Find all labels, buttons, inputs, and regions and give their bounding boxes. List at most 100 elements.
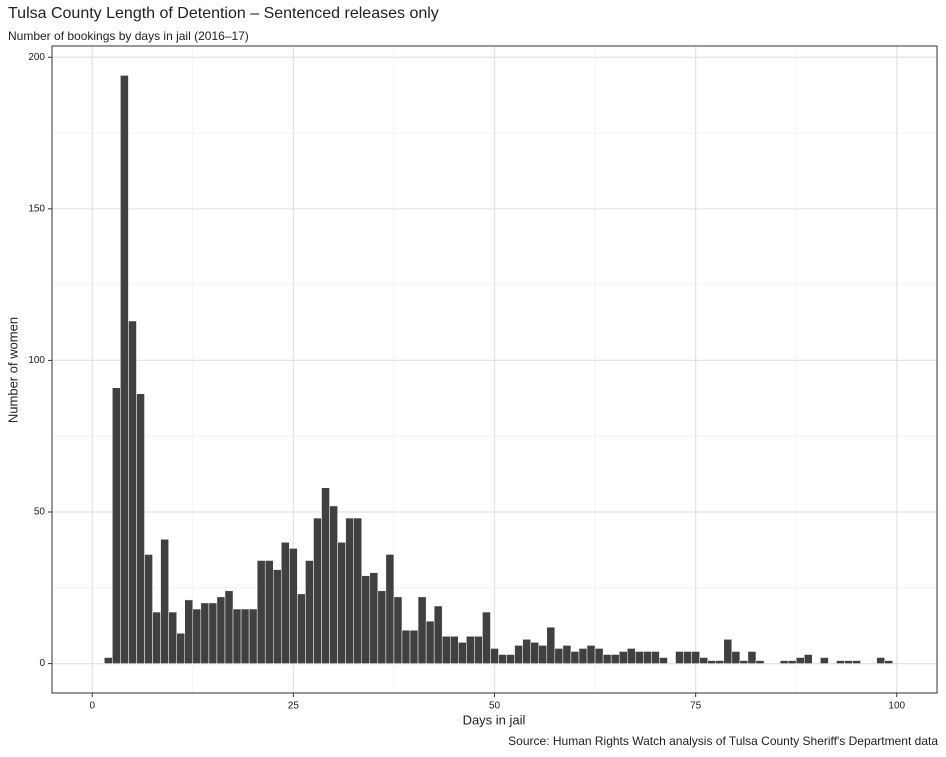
bar xyxy=(273,569,282,664)
y-tick-label: 50 xyxy=(34,507,46,518)
bar xyxy=(256,560,266,664)
x-tick-label: 25 xyxy=(288,701,300,712)
bar xyxy=(224,590,234,664)
bar xyxy=(345,517,354,664)
chart-subtitle: Number of bookings by days in jail (2016… xyxy=(8,29,249,43)
y-axis-label: Number of women xyxy=(5,317,20,423)
bar xyxy=(755,660,765,664)
bar xyxy=(498,654,507,664)
bar xyxy=(586,645,596,664)
x-tick-label: 50 xyxy=(489,701,501,712)
bar xyxy=(627,648,636,664)
bar xyxy=(707,660,716,664)
bar xyxy=(128,320,137,664)
bar xyxy=(490,648,499,664)
bar xyxy=(441,636,451,664)
bar xyxy=(353,517,363,664)
bar xyxy=(474,636,483,664)
bar xyxy=(425,620,435,664)
bar xyxy=(844,660,853,664)
bar xyxy=(779,660,789,664)
bar xyxy=(208,602,218,664)
chart-title: Tulsa County Length of Detention – Sente… xyxy=(8,5,439,22)
bar xyxy=(675,651,684,664)
bar xyxy=(506,654,515,664)
bar xyxy=(450,636,459,664)
bar xyxy=(715,660,725,664)
bar xyxy=(176,633,185,664)
bar xyxy=(522,639,531,664)
bar xyxy=(377,590,387,664)
x-tick-label: 0 xyxy=(89,701,95,712)
bar xyxy=(281,542,290,664)
bar xyxy=(305,560,314,664)
y-tick-label: 100 xyxy=(28,355,45,366)
bar xyxy=(554,648,564,664)
bar xyxy=(739,660,749,664)
bar xyxy=(297,593,306,664)
bar xyxy=(466,636,475,664)
bar xyxy=(795,657,805,664)
bar xyxy=(232,608,242,664)
bar xyxy=(635,651,644,664)
bar xyxy=(385,554,395,664)
bar xyxy=(820,657,829,664)
bar xyxy=(200,602,210,664)
bar xyxy=(651,651,660,664)
bar xyxy=(337,542,346,664)
bar xyxy=(602,654,612,664)
bar xyxy=(876,657,885,664)
bar xyxy=(168,611,177,664)
bar xyxy=(546,626,556,664)
bar xyxy=(112,387,121,664)
bar xyxy=(240,608,250,664)
y-tick-label: 0 xyxy=(39,658,45,669)
bar xyxy=(691,651,700,664)
bar xyxy=(884,660,893,664)
bar xyxy=(699,657,708,664)
bar xyxy=(836,660,845,664)
bar xyxy=(538,645,548,664)
bar xyxy=(417,596,427,664)
bar xyxy=(104,657,113,664)
bar xyxy=(723,639,733,664)
y-tick-label: 200 xyxy=(28,52,45,63)
bar xyxy=(433,605,443,664)
bar xyxy=(329,505,338,664)
bar xyxy=(120,75,129,664)
bar xyxy=(514,645,523,664)
bar xyxy=(321,487,330,664)
bar xyxy=(409,629,419,664)
bar xyxy=(458,642,467,664)
bar xyxy=(401,629,411,664)
bar xyxy=(393,596,403,664)
bar xyxy=(570,651,580,664)
bar xyxy=(562,645,572,664)
bar xyxy=(804,654,813,664)
bar xyxy=(643,651,652,664)
bar xyxy=(264,560,274,664)
bar xyxy=(289,548,298,664)
bar xyxy=(184,599,194,664)
bar xyxy=(852,660,861,664)
bar xyxy=(683,651,692,664)
bar xyxy=(747,651,757,664)
bar xyxy=(144,554,153,664)
bar xyxy=(530,642,539,664)
x-axis-label: Days in jail xyxy=(463,712,526,727)
x-tick-label: 100 xyxy=(888,701,905,712)
bar xyxy=(618,651,628,664)
bar xyxy=(136,393,145,664)
bar xyxy=(482,611,491,664)
bar xyxy=(578,648,588,664)
bar xyxy=(787,660,797,664)
bar xyxy=(152,611,161,664)
source-note: Source: Human Rights Watch analysis of T… xyxy=(508,734,938,748)
bar xyxy=(610,654,620,664)
bar xyxy=(361,575,371,664)
y-tick-label: 150 xyxy=(28,203,45,214)
bar xyxy=(313,517,322,664)
x-tick-label: 75 xyxy=(690,701,702,712)
bar xyxy=(216,596,226,664)
